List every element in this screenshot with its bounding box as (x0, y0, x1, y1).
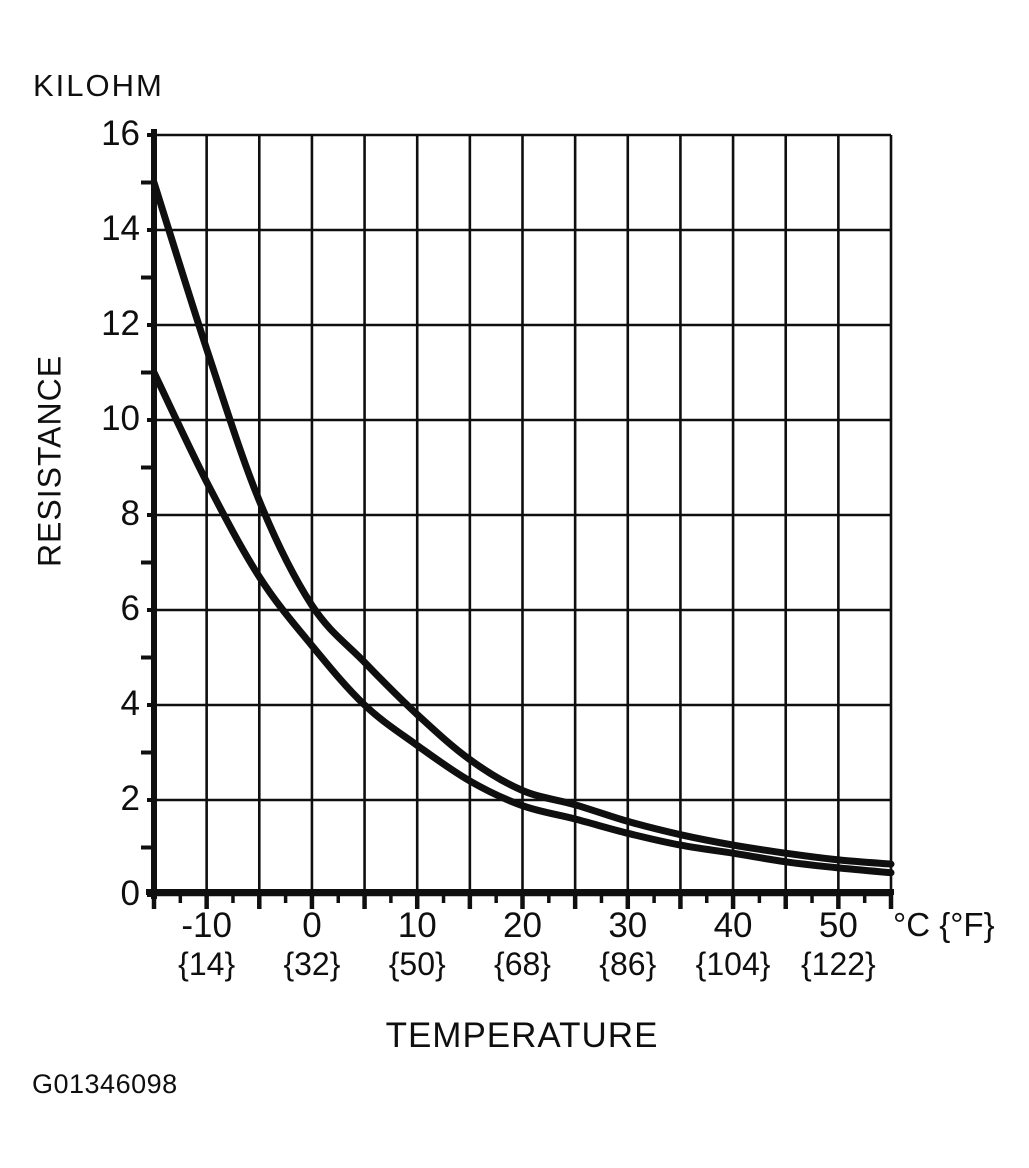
x-tick-label-celsius: -10 (181, 906, 232, 945)
x-tick-label-fahrenheit: {14} (178, 946, 236, 982)
x-tick-label-celsius: 10 (397, 906, 437, 945)
y-tick-label: 14 (101, 209, 140, 249)
y-tick-label: 10 (101, 399, 140, 439)
y-tick-label: 2 (120, 779, 140, 819)
x-axis-title: TEMPERATURE (385, 1016, 659, 1055)
x-tick-label-fahrenheit: {104} (695, 946, 771, 982)
x-tick-label-celsius: 40 (713, 906, 753, 945)
x-tick-label-fahrenheit: {50} (388, 946, 446, 982)
x-tick-label-celsius: 50 (818, 906, 858, 945)
resistance-curve-upper (150, 179, 895, 868)
y-tick-label: 0 (120, 874, 140, 914)
resistance-curve-lower (150, 369, 895, 877)
x-tick-label-fahrenheit: {32} (283, 946, 341, 982)
x-tick-label-celsius: 20 (503, 906, 542, 945)
figure-code: G01346098 (32, 1069, 178, 1099)
y-tick-label: 16 (101, 114, 140, 154)
y-tick-label: 8 (120, 494, 140, 534)
x-tick-label-fahrenheit: {122} (800, 946, 876, 982)
y-tick-label: 12 (101, 304, 140, 344)
y-tick-label: 4 (120, 684, 140, 724)
x-axis-unit-label: °C {°F} (893, 906, 995, 943)
y-axis-unit-label: KILOHM (33, 68, 164, 103)
y-tick-label: 6 (120, 589, 140, 629)
x-tick-label-fahrenheit: {68} (494, 946, 551, 982)
x-tick-label-celsius: 30 (608, 906, 648, 945)
x-tick-label-fahrenheit: {86} (599, 946, 657, 982)
x-tick-label-celsius: 0 (302, 906, 322, 945)
